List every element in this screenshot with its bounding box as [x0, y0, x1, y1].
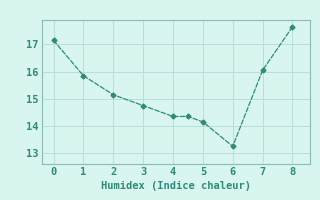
X-axis label: Humidex (Indice chaleur): Humidex (Indice chaleur): [101, 181, 251, 191]
